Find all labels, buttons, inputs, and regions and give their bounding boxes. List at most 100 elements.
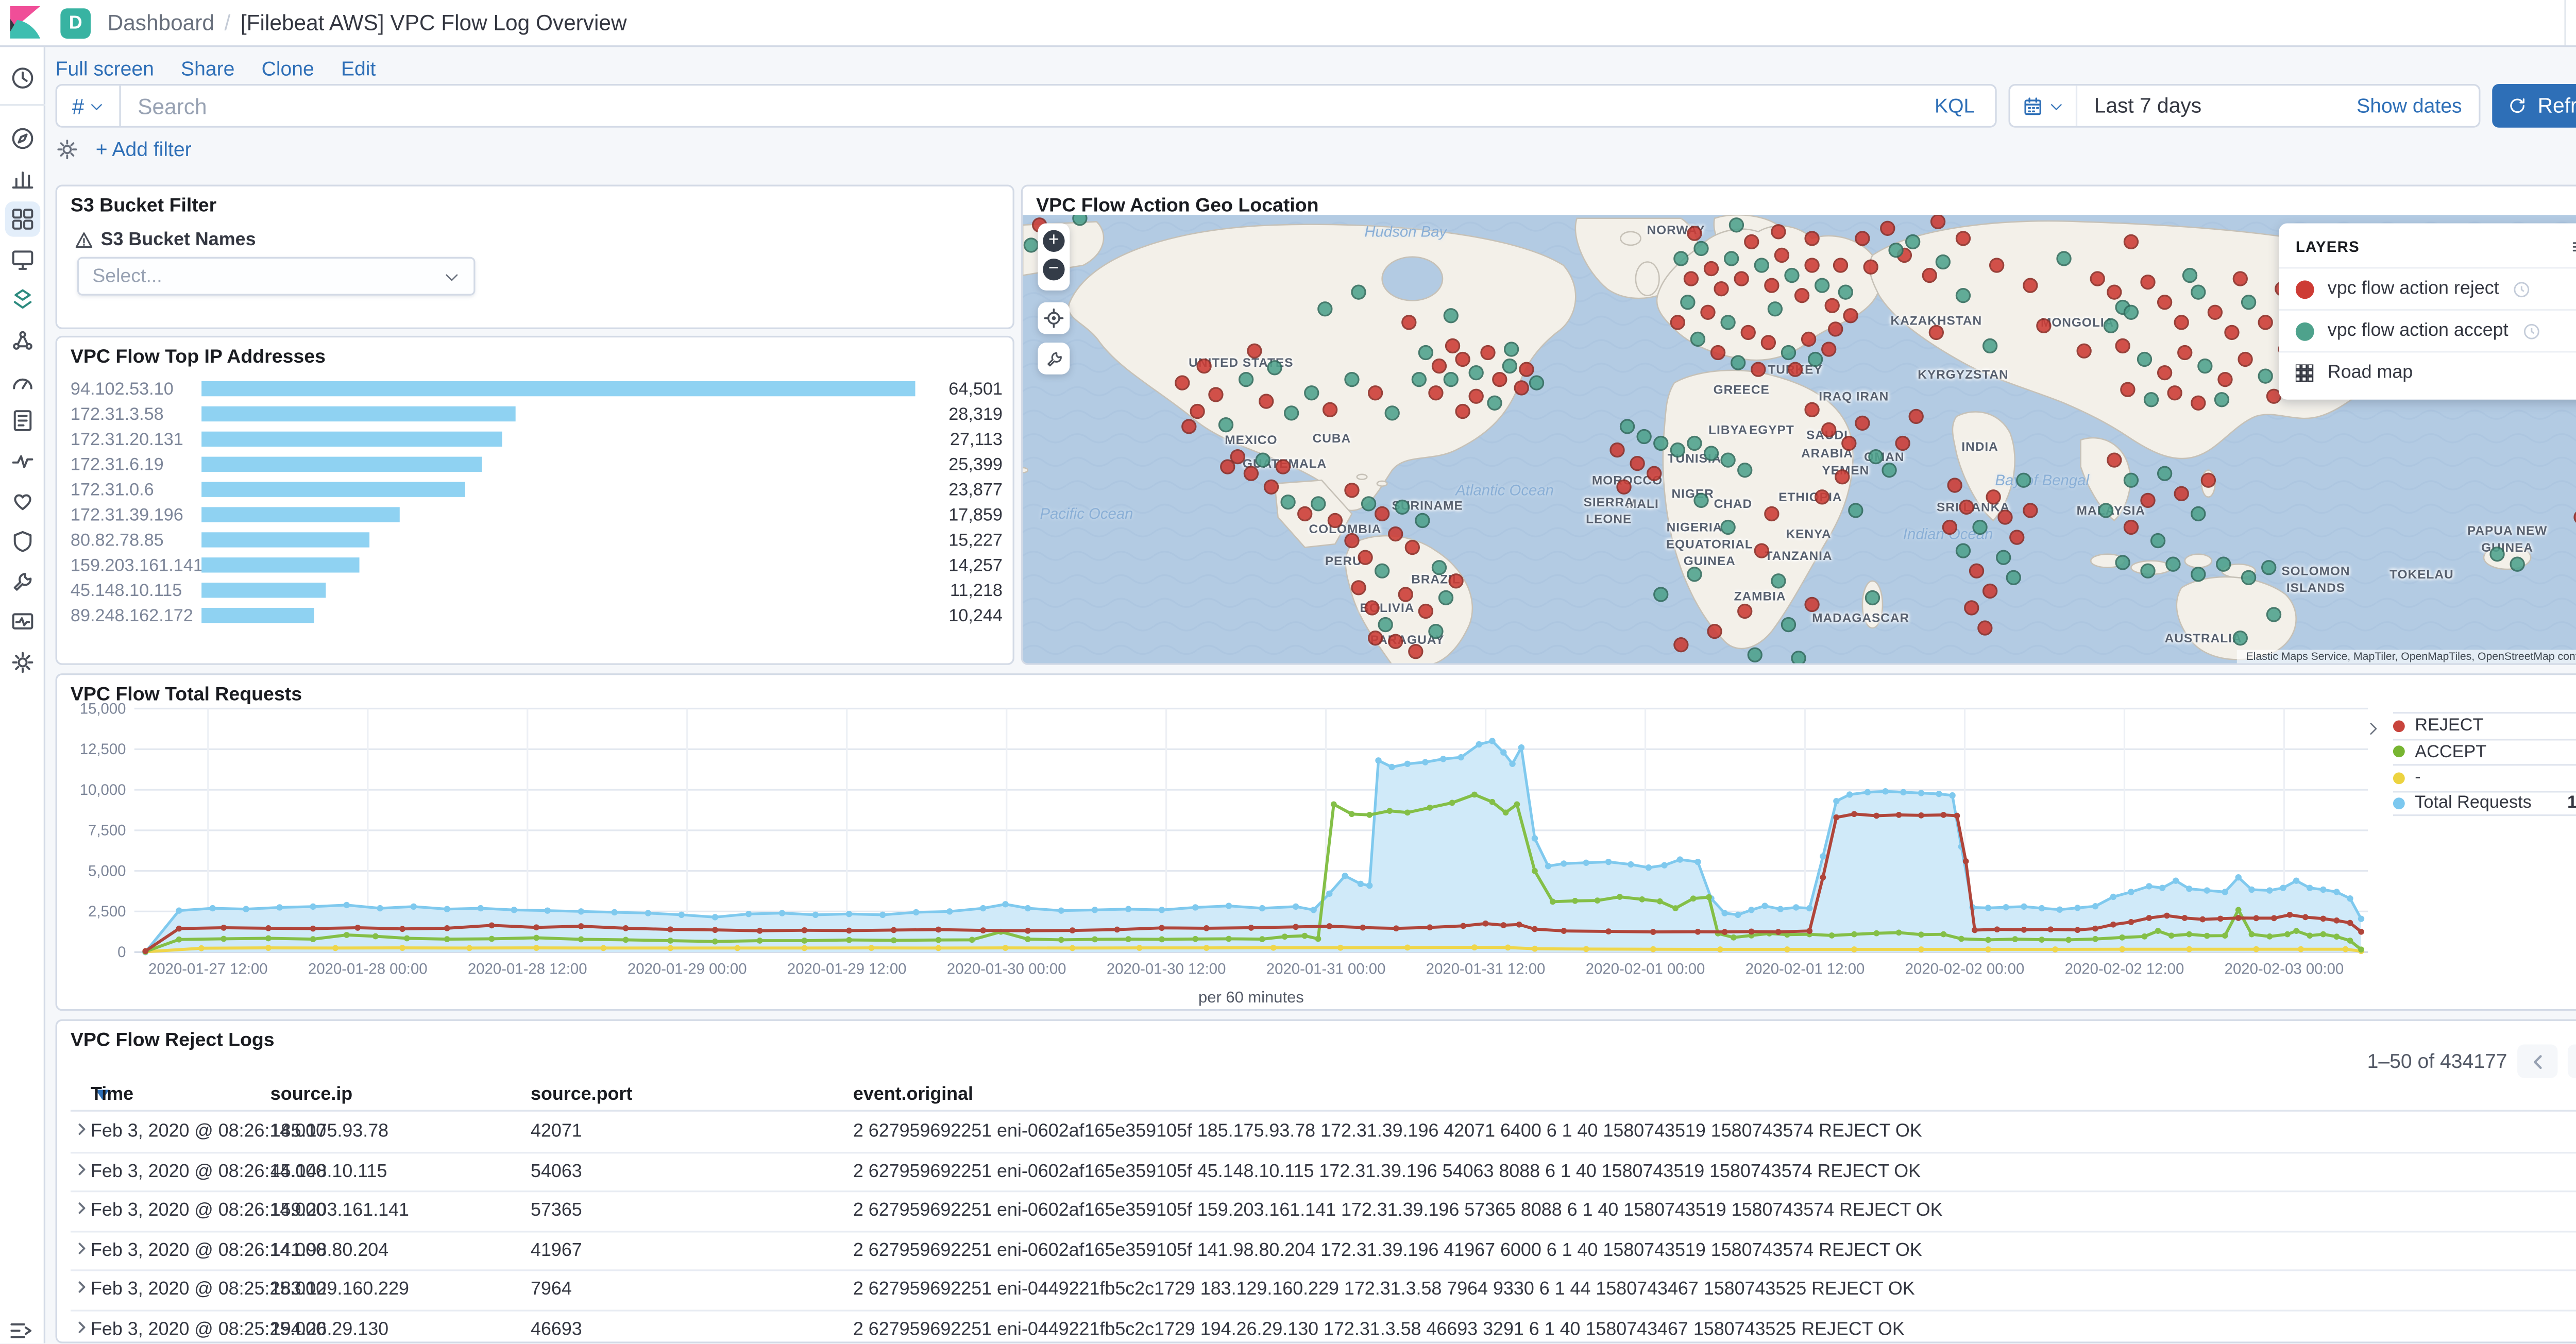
expand-row-button[interactable] xyxy=(74,1161,89,1181)
map-tools-button[interactable] xyxy=(1038,342,1070,375)
calendar-button[interactable] xyxy=(2010,86,2078,126)
map-point-accept xyxy=(1731,355,1746,370)
panel-total-requests: VPC Flow Total Requests 0 2,500 5,000 7,500… xyxy=(55,673,2576,1011)
help-button[interactable] xyxy=(2566,9,2576,36)
map-point-accept xyxy=(1468,365,1484,381)
filter-language-button[interactable]: # xyxy=(57,86,121,126)
show-dates-link[interactable]: Show dates xyxy=(2357,94,2462,118)
sidebar-item-dashboard[interactable] xyxy=(5,201,41,237)
sidebar-item-machine-learning[interactable] xyxy=(5,322,40,358)
map-point-accept xyxy=(1838,284,1853,300)
bar[interactable] xyxy=(201,406,515,422)
add-filter-button[interactable]: + Add filter xyxy=(95,138,192,161)
bar[interactable] xyxy=(201,431,502,447)
expand-row-button[interactable] xyxy=(74,1121,89,1142)
map-point-reject xyxy=(1196,358,1212,374)
map-point-reject xyxy=(1969,563,1985,579)
sidebar-collapse-button[interactable] xyxy=(8,1318,33,1344)
world-map[interactable]: Hudson Bay Pacific Ocean Atlantic Ocean Ind… xyxy=(1023,215,2576,664)
map-point-accept xyxy=(1428,623,1444,639)
s3-bucket-select[interactable]: Select... xyxy=(77,257,476,296)
sidebar-item-management[interactable] xyxy=(5,645,40,680)
legend-item[interactable]: ACCEPT253 xyxy=(2393,738,2576,764)
bar[interactable] xyxy=(201,557,360,573)
cell-source-ip: 185.175.93.78 xyxy=(270,1121,389,1142)
query-bar: # KQL Last 7 days Show dates Refresh xyxy=(55,83,2576,128)
map-point-accept xyxy=(1317,301,1333,317)
bar-category-label: 172.31.3.58 xyxy=(70,403,164,424)
ocean-label: Atlantic Ocean xyxy=(1455,482,1554,499)
layer-label: vpc flow action accept xyxy=(2327,320,2509,341)
country-label: COLOMBIA xyxy=(1309,521,1382,537)
bar[interactable] xyxy=(201,482,466,497)
country-label: TOKELAU xyxy=(2389,567,2454,582)
sidebar-item-uptime[interactable] xyxy=(5,484,40,519)
collapse-menu-icon xyxy=(10,1323,32,1338)
clone-link[interactable]: Clone xyxy=(261,57,314,81)
bar[interactable] xyxy=(201,532,370,548)
layer-row[interactable]: vpc flow action reject xyxy=(2279,267,2576,309)
bar[interactable] xyxy=(201,456,483,472)
next-page-button[interactable] xyxy=(2567,1044,2576,1078)
column-source-port[interactable]: source.port xyxy=(531,1084,633,1105)
legend-item[interactable]: REJECT863 xyxy=(2393,712,2576,738)
sidebar-item-canvas[interactable] xyxy=(5,242,40,277)
cell-source-ip: 141.98.80.204 xyxy=(270,1240,389,1261)
bar[interactable] xyxy=(201,607,315,623)
kibana-logo[interactable] xyxy=(0,0,50,46)
bar[interactable] xyxy=(201,583,326,598)
expand-row-button[interactable] xyxy=(74,1319,89,1339)
column-time[interactable]: Time xyxy=(91,1084,134,1105)
map-point-accept xyxy=(2191,567,2206,582)
map-point-reject xyxy=(1480,345,1496,361)
map-point-reject xyxy=(1804,231,1820,246)
column-event-original[interactable]: event.original xyxy=(853,1084,974,1105)
kql-button[interactable]: KQL xyxy=(1935,94,1975,118)
zoom-out-button[interactable]: − xyxy=(1043,258,1065,281)
bar[interactable] xyxy=(201,381,916,397)
map-point-accept xyxy=(1503,342,1519,357)
bar[interactable] xyxy=(201,507,399,522)
column-source-ip[interactable]: source.ip xyxy=(270,1084,353,1105)
refresh-button[interactable]: Refresh xyxy=(2492,83,2576,128)
sidebar-item-logs[interactable] xyxy=(5,403,40,438)
sidebar-item-maps[interactable] xyxy=(5,282,40,317)
filter-gear-icon[interactable] xyxy=(56,138,79,161)
total-requests-chart: 0 2,500 5,000 7,500 10,000 12,500 15,000 2020-0… xyxy=(71,699,2380,1009)
legend-collapse-button[interactable] xyxy=(2365,716,2382,746)
full-screen-link[interactable]: Full screen xyxy=(55,57,154,81)
sidebar-item-discover[interactable] xyxy=(5,121,40,156)
sidebar-item-apm[interactable] xyxy=(5,444,40,479)
space-badge[interactable]: D xyxy=(60,7,91,38)
time-range-value[interactable]: Last 7 days xyxy=(2094,94,2202,118)
legend-item[interactable]: -110 xyxy=(2393,764,2576,790)
map-point-reject xyxy=(1863,259,1878,275)
expand-row-button[interactable] xyxy=(74,1240,89,1260)
prev-page-button[interactable] xyxy=(2517,1044,2558,1078)
legend-item[interactable]: Total Requests 1,226 xyxy=(2393,790,2576,816)
sidebar-item-dev-tools[interactable] xyxy=(5,564,40,599)
cell-source-port: 7964 xyxy=(531,1279,572,1300)
sidebar-item-visualize[interactable] xyxy=(5,161,40,196)
calendar-icon xyxy=(2024,96,2042,114)
expand-row-button[interactable] xyxy=(74,1280,89,1300)
map-point-reject xyxy=(1774,247,1790,263)
map-point-reject xyxy=(2107,452,2122,468)
sidebar-item-recently-viewed[interactable] xyxy=(5,60,40,95)
map-point-reject xyxy=(1683,271,1699,286)
layer-row[interactable]: Road map xyxy=(2279,351,2576,393)
map-point-reject xyxy=(1824,298,1840,313)
sidebar-item-stack-monitoring[interactable] xyxy=(5,604,40,639)
map-point-accept xyxy=(2137,351,2153,367)
expand-row-button[interactable] xyxy=(74,1201,89,1221)
breadcrumb-app[interactable]: Dashboard xyxy=(107,10,214,36)
zoom-in-button[interactable]: + xyxy=(1043,230,1065,252)
search-input[interactable] xyxy=(121,93,1914,118)
collapse-layers-icon[interactable] xyxy=(2571,237,2576,257)
map-fit-data-button[interactable] xyxy=(1038,302,1070,334)
layer-row[interactable]: vpc flow action accept xyxy=(2279,309,2576,351)
sidebar-item-siem[interactable] xyxy=(5,524,40,559)
share-link[interactable]: Share xyxy=(181,57,235,81)
sidebar-item-metrics[interactable] xyxy=(5,363,40,398)
edit-link[interactable]: Edit xyxy=(341,57,376,81)
